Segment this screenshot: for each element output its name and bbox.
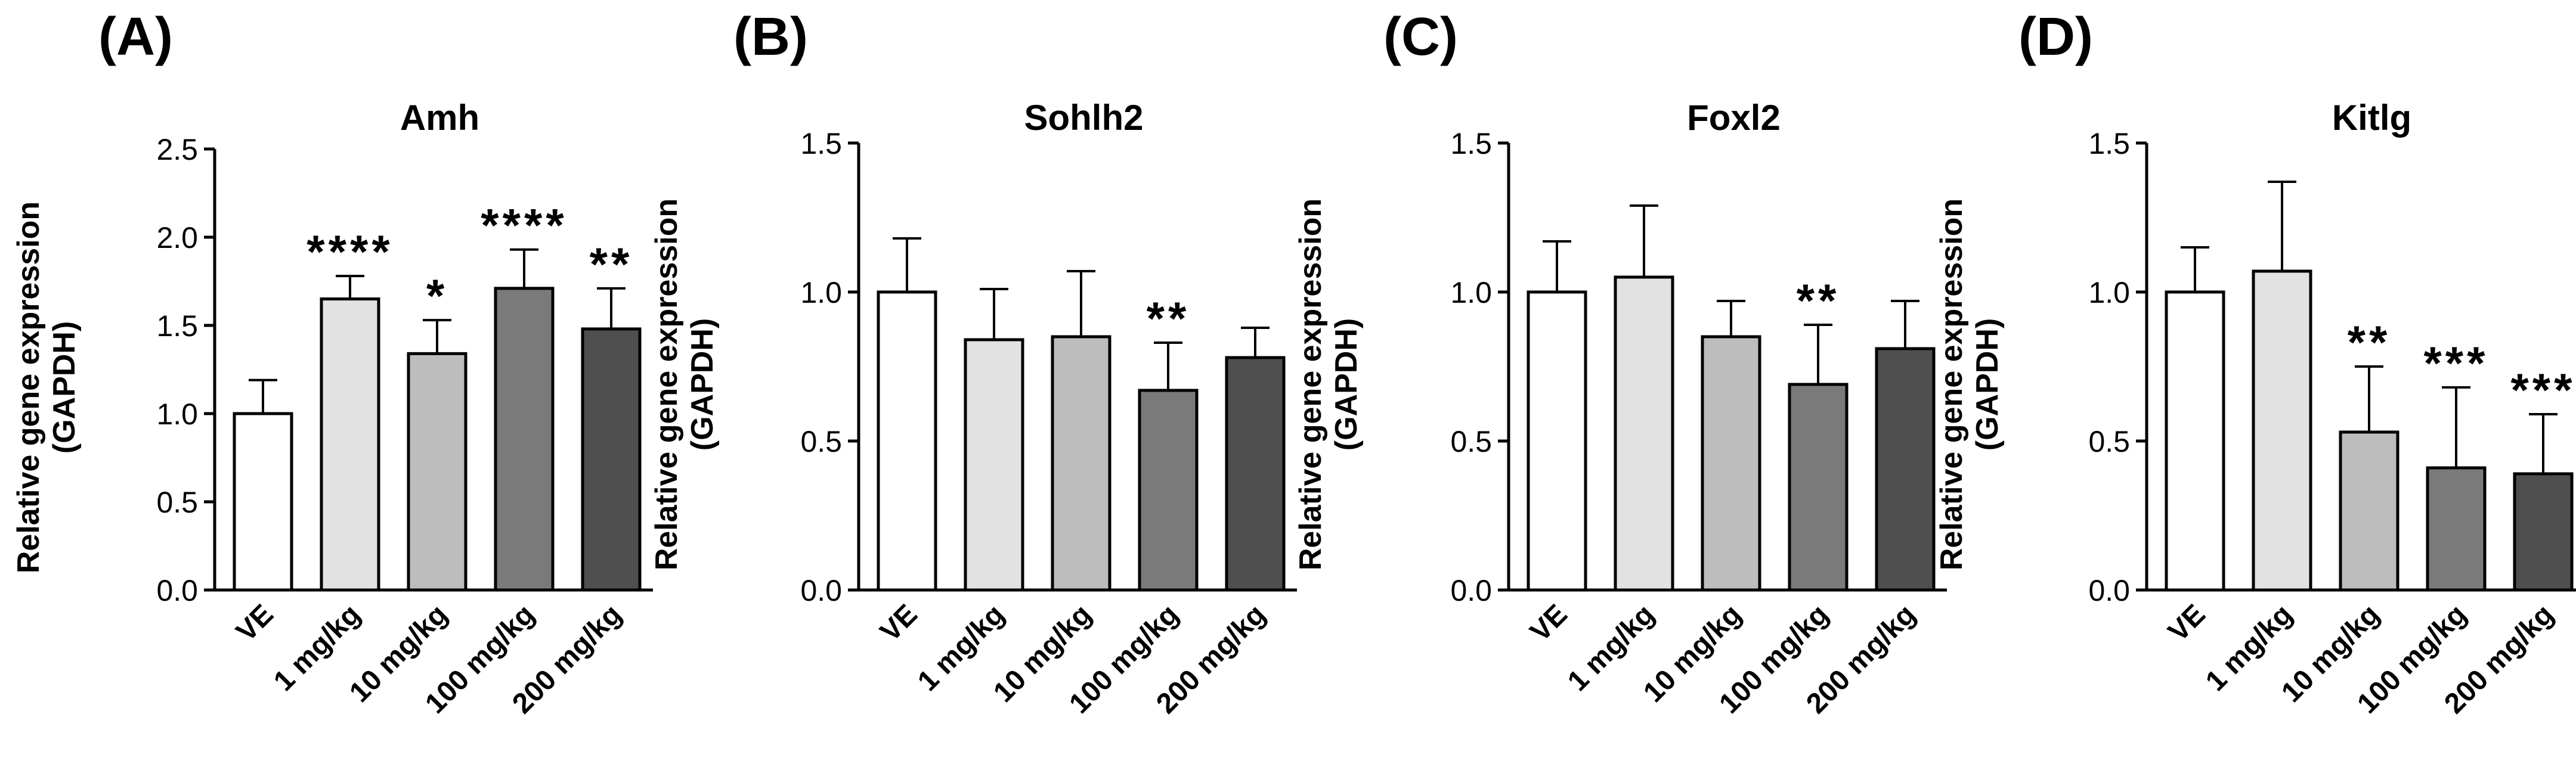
bar (877, 290, 937, 592)
y-tick-label: 0.0 (1450, 574, 1492, 607)
bar (2426, 466, 2487, 592)
bar (1527, 290, 1587, 592)
y-tick-label: 0.0 (800, 574, 842, 607)
bar (1051, 335, 1111, 592)
y-tick-label: 1.5 (1450, 127, 1492, 160)
y-tick-label: 1.0 (2088, 276, 2130, 309)
significance-marker: **** (306, 225, 393, 278)
y-tick-label: 0.5 (800, 425, 842, 458)
y-tick-label: 0.5 (1450, 425, 1492, 458)
bar (407, 352, 467, 592)
bar (2252, 269, 2312, 592)
x-tick-label: VE (2162, 598, 2212, 648)
bar (964, 338, 1024, 592)
x-tick-label: VE (874, 598, 924, 648)
bar (1875, 347, 1936, 592)
y-tick-label: 0.0 (2088, 574, 2130, 607)
chart-title: Foxl2 (1687, 98, 1781, 138)
y-tick-label: 0.5 (2088, 425, 2130, 458)
bar (1614, 275, 1674, 592)
y-tick-label: 0.0 (156, 574, 198, 607)
significance-marker: **** (481, 199, 567, 252)
panel-label: (D) (2018, 7, 2093, 67)
panel-label: (C) (1383, 7, 1458, 67)
chart-title: Kitlg (2332, 98, 2411, 138)
y-tick-label: 1.5 (156, 309, 198, 343)
y-tick-label: 1.5 (2088, 127, 2130, 160)
panel-kitlg: (D) Kitlg Relative gene expression (GAPDH) 0… (1934, 7, 2576, 720)
bar (494, 287, 555, 592)
panel-label: (B) (733, 7, 808, 67)
significance-marker: ** (1147, 292, 1190, 344)
y-axis-label-unit: (GAPDH) (685, 318, 720, 451)
panel-label: (A) (98, 7, 173, 67)
y-tick-label: 0.5 (156, 486, 198, 519)
y-tick-label: 1.0 (156, 398, 198, 431)
panel-amh: (A) Amh Relative gene expression (GAPDH) 0.0… (11, 7, 653, 720)
significance-marker: ** (590, 238, 633, 290)
significance-marker: ** (2348, 316, 2391, 368)
x-tick-label: VE (1524, 598, 1574, 648)
significance-marker: * (426, 269, 448, 322)
significance-marker: *** (2423, 337, 2488, 389)
chart-title: Amh (400, 98, 479, 138)
significance-marker: ** (1797, 274, 1840, 327)
bar (1138, 389, 1199, 592)
y-axis-label: Relative gene expression (649, 198, 684, 570)
bar (2339, 430, 2399, 592)
bar (1225, 356, 1286, 592)
bar (320, 297, 380, 592)
y-axis-label-unit: (GAPDH) (1970, 318, 2005, 451)
y-tick-label: 1.0 (1450, 276, 1492, 309)
y-tick-label: 2.5 (156, 133, 198, 166)
bar (1701, 335, 1761, 592)
y-axis-label: Relative gene expression (1293, 198, 1328, 570)
chart-title: Sohlh2 (1024, 98, 1143, 138)
bar (2165, 290, 2225, 592)
bar (233, 412, 293, 592)
panel-sohlh2: (B) Sohlh2 Relative gene expression (GAPDH)… (649, 7, 1297, 720)
y-axis-label-unit: (GAPDH) (47, 321, 82, 454)
y-tick-label: 1.5 (800, 127, 842, 160)
y-axis-label: Relative gene expression (11, 201, 46, 573)
y-tick-label: 2.0 (156, 221, 198, 254)
bar (2513, 472, 2574, 592)
significance-marker: *** (2510, 364, 2575, 416)
x-tick-label: VE (230, 598, 280, 648)
bar (1788, 383, 1849, 592)
y-tick-label: 1.0 (800, 276, 842, 309)
panel-foxl2: (C) Foxl2 Relative gene expression (GAPDH) 0… (1293, 7, 1947, 720)
y-axis-label: Relative gene expression (1934, 198, 1969, 570)
y-axis-label-unit: (GAPDH) (1329, 318, 1364, 451)
bar (581, 327, 642, 592)
